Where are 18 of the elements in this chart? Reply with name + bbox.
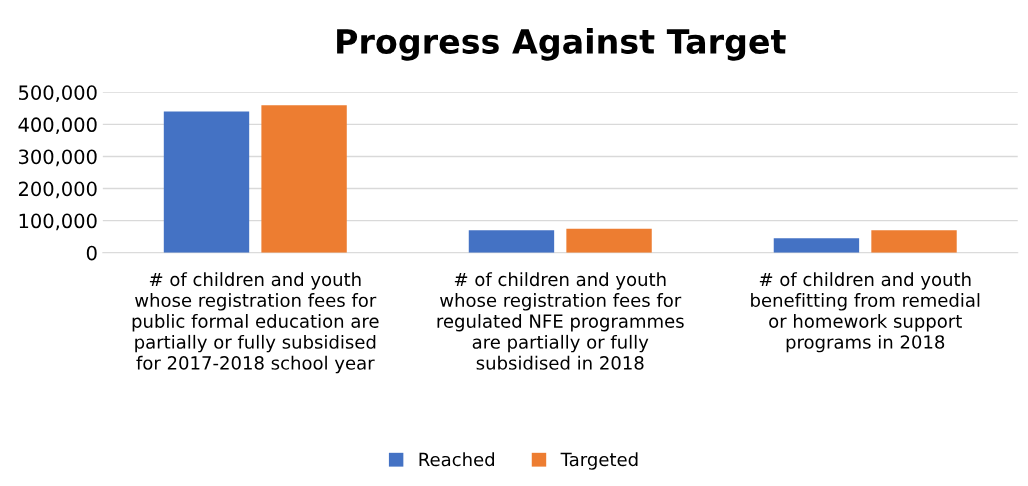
bar bbox=[773, 238, 860, 253]
legend-label: Reached bbox=[419, 452, 494, 467]
bar bbox=[163, 111, 250, 253]
x-tick-label: # of children and youth whose registration fees for regulated NFE programmes are partially or fully subsidised in 2018 bbox=[437, 272, 684, 370]
bar bbox=[566, 228, 652, 253]
y-tick-label: 0 bbox=[86, 245, 97, 261]
y-tick-label: 500,000 bbox=[19, 85, 97, 102]
bar bbox=[468, 230, 555, 253]
x-tick-label: # of children and youth benefitting from remedial or homework support programs in 2018 bbox=[751, 272, 980, 353]
y-tick-label: 100,000 bbox=[19, 213, 97, 231]
chart-title: Progress Against Target bbox=[337, 28, 786, 61]
x-tick-label: # of children and youth whose registration fees for public formal education are partially or fully subsidised for 2017-2018 school year bbox=[132, 272, 379, 374]
y-tick-label: 400,000 bbox=[18, 117, 97, 135]
y-tick-label: 300,000 bbox=[19, 149, 97, 167]
bar bbox=[871, 230, 957, 253]
legend-label: Targeted bbox=[560, 452, 638, 470]
bar bbox=[261, 105, 347, 253]
y-tick-label: 200,000 bbox=[18, 181, 97, 199]
